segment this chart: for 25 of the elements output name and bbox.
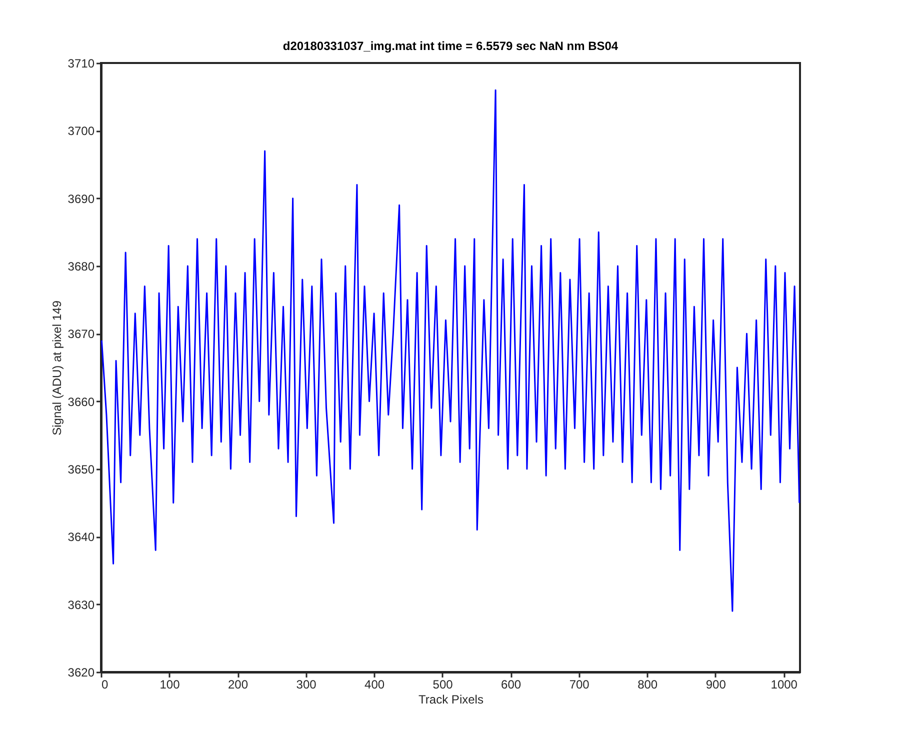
y-tick-label: 3690 xyxy=(68,192,95,206)
y-tick-label: 3620 xyxy=(68,666,95,680)
x-tick-label: 700 xyxy=(569,678,590,692)
x-tick-label: 600 xyxy=(501,678,522,692)
x-tick-label: 800 xyxy=(638,678,658,692)
y-tick-label: 3710 xyxy=(68,56,95,70)
y-tick-label: 3640 xyxy=(68,530,95,544)
y-tick-label: 3700 xyxy=(68,124,95,138)
x-tick-label: 1000 xyxy=(770,678,798,692)
x-axis-title: Track Pixels xyxy=(418,692,484,706)
line-series xyxy=(100,89,800,612)
y-axis-title: Signal (ADU) at pixel 149 xyxy=(50,300,64,436)
x-tick-label: 0 xyxy=(102,678,108,692)
x-tick-label: 900 xyxy=(706,678,726,692)
chart-title: d20180331037_img.mat int time = 6.5579 sec NaN nm BS04 xyxy=(282,39,618,53)
x-tick-label: 500 xyxy=(432,678,454,692)
x-tick-label: 400 xyxy=(364,678,385,692)
x-tick-label: 100 xyxy=(160,678,180,692)
y-tick-label: 3670 xyxy=(68,327,95,342)
y-tick-label: 3630 xyxy=(68,598,95,612)
y-tick-label: 3680 xyxy=(68,260,95,274)
x-tick-label: 300 xyxy=(296,678,317,692)
x-tick-label: 200 xyxy=(228,678,248,692)
y-tick-label: 3650 xyxy=(68,462,95,476)
y-tick-label: 3660 xyxy=(68,394,95,409)
